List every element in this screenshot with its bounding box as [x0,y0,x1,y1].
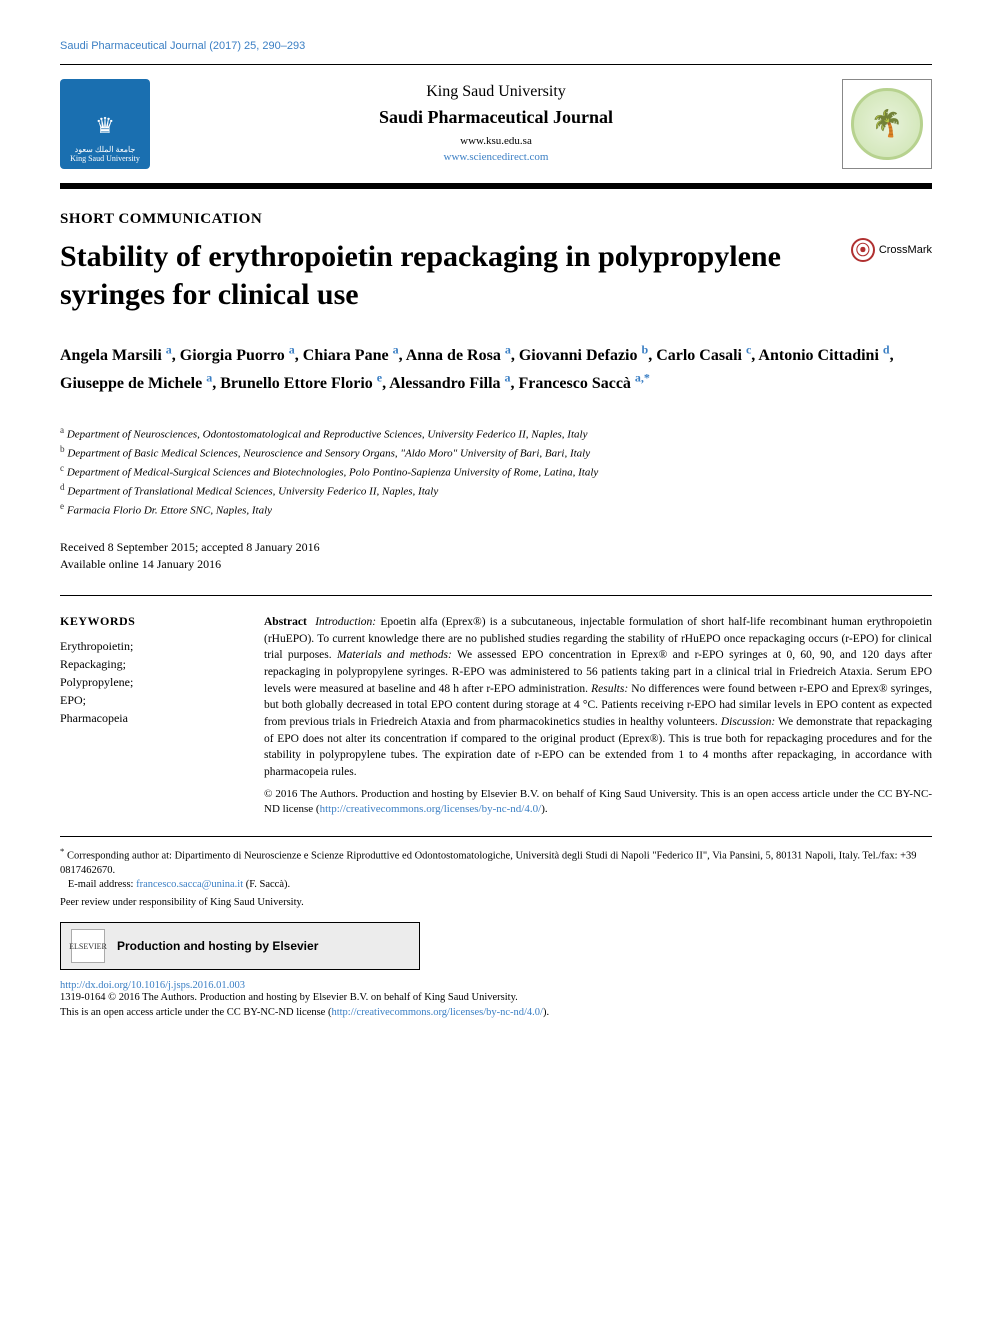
running-head: Saudi Pharmaceutical Journal (2017) 25, … [60,40,932,52]
issn-copyright: 1319-0164 © 2016 The Authors. Production… [60,991,932,1006]
corresponding-author: * Corresponding author at: Dipartimento … [60,845,932,894]
oa-text: This is an open access article under the… [60,1007,331,1018]
journal-cover-badge: 🌴 [842,79,932,169]
article-type: SHORT COMMUNICATION [60,211,932,228]
abstract-res-head: Results: [591,683,628,695]
keywords-heading: KEYWORDS [60,614,240,629]
corresponding-email[interactable]: francesco.sacca@unina.it [136,879,243,890]
article-dates: Received 8 September 2015; accepted 8 Ja… [60,539,932,573]
crossmark-badge[interactable]: ⦿ CrossMark [851,238,932,262]
corresponding-text: Corresponding author at: Dipartimento di… [60,850,917,876]
elsevier-hosting-box: ELSEVIER Production and hosting by Elsev… [60,922,420,970]
keywords-column: KEYWORDS Erythropoietin;Repackaging;Poly… [60,614,240,818]
rule-below-abstract [60,836,932,837]
abstract-mm-head: Materials and methods: [337,649,452,661]
top-rule [60,64,932,65]
abstract-intro-head: Introduction: [315,616,376,628]
received-accepted: Received 8 September 2015; accepted 8 Ja… [60,539,932,556]
sciencedirect-url[interactable]: www.sciencedirect.com [170,150,822,165]
crossmark-icon: ⦿ [851,238,875,262]
email-label: E-mail address: [68,879,136,890]
doi-link[interactable]: http://dx.doi.org/10.1016/j.jsps.2016.01… [60,980,932,991]
abstract-label: Abstract [264,616,307,628]
elsevier-box-text: Production and hosting by Elsevier [117,939,318,953]
journal-links: www.ksu.edu.sa www.sciencedirect.com [170,134,822,165]
affiliations: a Department of Neurosciences, Odontosto… [60,424,932,520]
cc-license-link[interactable]: http://creativecommons.org/licenses/by-n… [320,803,542,815]
corresponding-star: * [60,846,64,856]
peer-review-note: Peer review under responsibility of King… [60,897,932,908]
journal-header: ♛ جامعة الملك سعود King Saud University … [60,73,932,177]
keywords-abstract-row: KEYWORDS Erythropoietin;Repackaging;Poly… [60,596,932,836]
authors: Angela Marsili a, Giorgia Puorro a, Chia… [60,341,932,396]
email-name: (F. Saccà). [243,879,290,890]
title-row: Stability of erythropoietin repackaging … [60,238,932,313]
crossmark-label: CrossMark [879,244,932,256]
abstract-copyright: © 2016 The Authors. Production and hosti… [264,787,932,818]
article-title: Stability of erythropoietin repackaging … [60,238,831,313]
ksu-logo: ♛ جامعة الملك سعود King Saud University [60,79,150,169]
ksu-url[interactable]: www.ksu.edu.sa [170,134,822,149]
cc-link-bottom[interactable]: http://creativecommons.org/licenses/by-n… [331,1007,543,1018]
available-online: Available online 14 January 2016 [60,556,932,573]
header-center: King Saud University Saudi Pharmaceutica… [170,83,822,165]
ksu-logo-text: King Saud University [70,154,140,163]
oa-close: ). [543,1007,549,1018]
abstract-disc-head: Discussion: [721,716,775,728]
bottom-copyright: 1319-0164 © 2016 The Authors. Production… [60,991,932,1020]
palm-icon: 🌴 [851,88,923,160]
abstract-column: Abstract Introduction: Epoetin alfa (Epr… [264,614,932,818]
journal-name: Saudi Pharmaceutical Journal [170,107,822,128]
black-bar [60,183,932,189]
keywords-list: Erythropoietin;Repackaging;Polypropylene… [60,637,240,727]
university-name: King Saud University [170,83,822,101]
copyright-close: ). [541,803,547,815]
palm-crown-icon: ♛ [95,113,115,139]
elsevier-tree-icon: ELSEVIER [71,929,105,963]
ksu-logo-arabic: جامعة الملك سعود [75,145,136,154]
